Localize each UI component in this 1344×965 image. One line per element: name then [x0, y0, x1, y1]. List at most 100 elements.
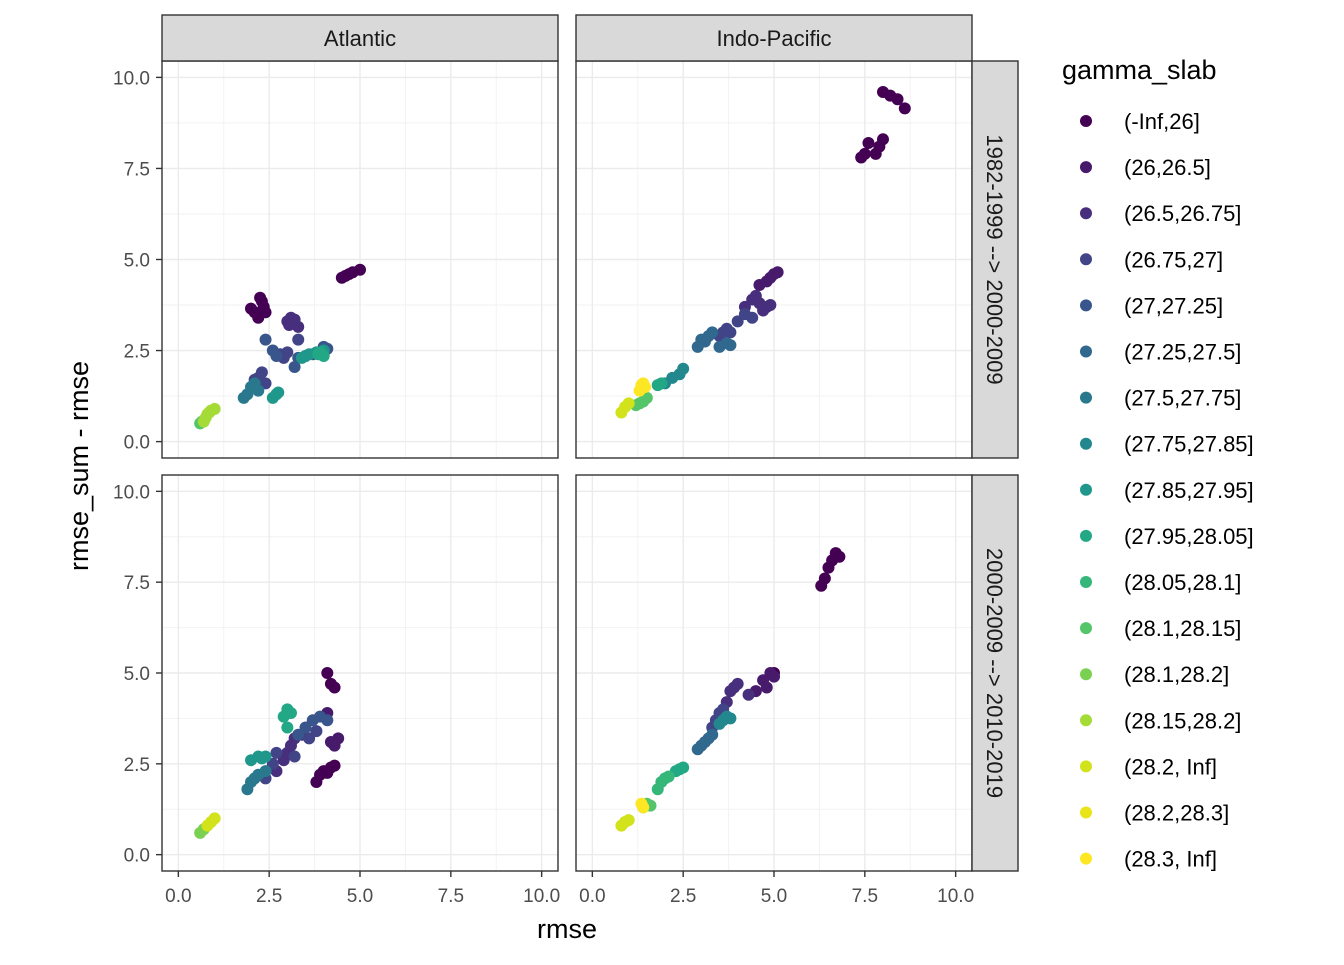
data-point	[255, 366, 268, 379]
legend-label: (28.3, Inf]	[1124, 847, 1217, 872]
y-tick-label: 7.5	[124, 159, 150, 180]
data-point	[321, 714, 334, 727]
legend-item: (28.1,28.15]	[1080, 616, 1241, 641]
legend-label: (-Inf,26]	[1124, 109, 1200, 134]
legend-key	[1080, 299, 1092, 312]
legend-title: gamma_slab	[1062, 55, 1217, 85]
data-point	[655, 377, 668, 390]
data-point	[259, 750, 272, 763]
legend-label: (27.95,28.05]	[1124, 524, 1254, 549]
facet-strip-right	[971, 60, 1019, 459]
data-point	[281, 721, 294, 734]
legend-label: (27.25,27.5]	[1124, 340, 1241, 365]
facet-strip-label: Atlantic	[324, 26, 396, 51]
data-point	[292, 320, 305, 333]
data-point	[332, 732, 345, 745]
legend-key	[1080, 161, 1092, 174]
legend-item: (28.05,28.1]	[1080, 570, 1241, 595]
data-point	[724, 339, 737, 352]
legend-item: (27.75,27.85]	[1080, 432, 1254, 457]
data-point	[270, 350, 283, 363]
x-tick-label: 10.0	[523, 886, 560, 907]
legend-label: (27.85,27.95]	[1124, 478, 1254, 503]
x-tick-label: 10.0	[937, 886, 974, 907]
legend-key	[1080, 760, 1092, 773]
data-point	[321, 667, 334, 679]
y-axis-title: rmse_sum - rmse	[64, 361, 94, 571]
data-point	[292, 728, 305, 741]
legend-key	[1080, 576, 1092, 588]
legend-item: (27.85,27.95]	[1080, 478, 1254, 503]
legend-label: (28.05,28.1]	[1124, 570, 1241, 595]
legend-item: (28.2, Inf]	[1080, 754, 1217, 779]
data-point	[303, 732, 316, 745]
y-tick-label: 10.0	[113, 68, 150, 89]
legend-label: (26.75,27]	[1124, 247, 1223, 272]
data-point	[259, 377, 272, 390]
legend-item: (27.5,27.75]	[1080, 386, 1241, 411]
legend-key	[1080, 207, 1092, 220]
legend: gamma_slab (-Inf,26] (26,26.5] (26.5,26.75…	[1062, 55, 1254, 872]
data-point	[639, 380, 652, 393]
y-tick-label: 2.5	[124, 342, 150, 363]
data-point	[259, 306, 272, 319]
data-point	[288, 750, 301, 763]
legend-item: (27.25,27.5]	[1080, 340, 1241, 365]
facet-panel: 2000-2009 --> 2010-2019 0.0 2.5 5.0 7.5 10.0	[575, 474, 1019, 907]
x-axis-title: rmse	[537, 914, 597, 944]
data-point	[662, 770, 675, 783]
legend-label: (28.15,28.2]	[1124, 708, 1241, 733]
legend-label: (28.1,28.15]	[1124, 616, 1241, 641]
data-point	[252, 384, 265, 397]
x-tick-label: 5.0	[761, 886, 787, 907]
x-tick-label: 0.0	[579, 886, 605, 907]
data-point	[724, 326, 737, 339]
facet-strip-label: Indo-Pacific	[717, 26, 832, 51]
data-point	[677, 362, 690, 375]
data-point	[898, 102, 911, 115]
data-point	[731, 677, 744, 690]
legend-key	[1080, 483, 1092, 496]
data-point	[259, 765, 272, 778]
data-point	[259, 333, 272, 346]
data-point	[292, 333, 305, 346]
data-point	[208, 812, 221, 825]
data-point	[288, 360, 301, 373]
x-tick-label: 2.5	[670, 886, 696, 907]
data-point	[760, 681, 773, 694]
legend-key	[1080, 852, 1092, 865]
data-point	[742, 688, 755, 701]
data-point	[284, 706, 297, 719]
data-point	[833, 550, 846, 563]
legend-item: (27.95,28.05]	[1080, 524, 1254, 549]
data-point	[706, 326, 719, 339]
legend-key	[1080, 253, 1092, 266]
data-point	[724, 712, 737, 725]
legend-key	[1080, 391, 1092, 404]
legend-item: (26.75,27]	[1080, 247, 1223, 272]
x-tick-label: 5.0	[347, 886, 373, 907]
legend-item: (28.15,28.2]	[1080, 708, 1241, 733]
legend-label: (26.5,26.75]	[1124, 201, 1241, 226]
legend-item: (28.1,28.2]	[1080, 662, 1229, 687]
legend-key	[1080, 437, 1092, 450]
data-point	[876, 133, 889, 146]
x-tick-label: 2.5	[256, 886, 282, 907]
data-point	[310, 725, 323, 738]
y-tick-label: 5.0	[124, 664, 150, 685]
legend-key	[1080, 529, 1092, 542]
x-tick-label: 7.5	[438, 886, 464, 907]
legend-item: (-Inf,26]	[1080, 109, 1200, 134]
data-point	[891, 93, 904, 106]
facet-strip-right	[971, 474, 1019, 872]
legend-item: (27,27.25]	[1080, 293, 1223, 318]
data-point	[312, 348, 325, 361]
data-point	[208, 402, 221, 415]
data-point	[622, 814, 635, 827]
legend-label: (28.1,28.2]	[1124, 662, 1229, 687]
x-tick-label: 0.0	[165, 886, 191, 907]
data-point	[272, 386, 285, 399]
data-point	[731, 315, 744, 328]
legend-key	[1080, 806, 1092, 819]
data-point	[746, 311, 759, 324]
